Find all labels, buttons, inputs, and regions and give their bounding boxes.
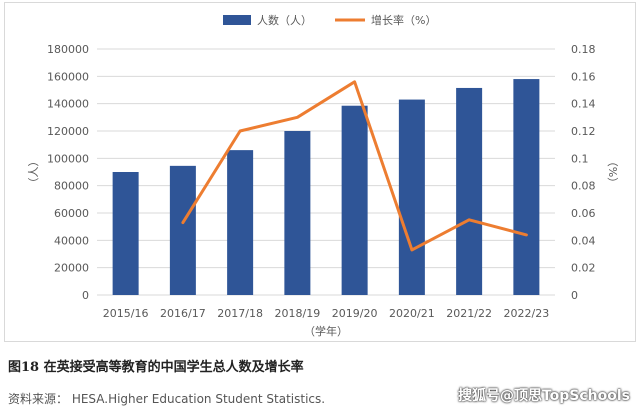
y2-tick-label: 0.04: [571, 234, 596, 247]
y-tick-label: 80000: [54, 180, 89, 193]
chart-frame: 0 20000 40000 60000 80000 100000 120000 140000 1…: [4, 2, 636, 342]
y2-tick-label: 0.08: [571, 180, 596, 193]
x-tick-label: 2016/17: [160, 307, 206, 320]
y-tick-label: 60000: [54, 207, 89, 220]
y2-tick-label: 0.18: [571, 43, 596, 56]
x-tick-label: 2019/20: [332, 307, 378, 320]
bar: [284, 131, 311, 295]
y-tick-label: 180000: [47, 43, 89, 56]
y2-tick-label: 0.14: [571, 98, 596, 111]
bar: [227, 150, 254, 295]
y-tick-label: 160000: [47, 70, 89, 83]
y2-axis-title: （%）: [606, 156, 619, 188]
x-tick-label: 2020/21: [389, 307, 435, 320]
x-axis-title: （学年）: [304, 324, 348, 338]
figure-caption: 图18 在英接受高等教育的中国学生总人数及增长率: [8, 360, 304, 375]
chart: 0 20000 40000 60000 80000 100000 120000 140000 1…: [27, 13, 619, 338]
x-tick-label: 2018/19: [275, 307, 321, 320]
y2-tick-label: 0.02: [571, 262, 596, 275]
x-tick-label: 2022/23: [504, 307, 550, 320]
y-axis-title: （人）: [27, 156, 40, 189]
y-tick-label: 20000: [54, 262, 89, 275]
y2-tick-label: 0.12: [571, 125, 596, 138]
watermark: 搜狐号@顶思TopSchools: [457, 388, 630, 404]
y2-tick-label: 0.16: [571, 70, 596, 83]
source-note: 资料来源： HESA.Higher Education Student Stat…: [8, 392, 326, 406]
y2-tick-label: 0.1: [571, 152, 589, 165]
bar: [513, 79, 540, 295]
legend-label: 增长率（%）: [371, 13, 436, 27]
x-tick-label: 2021/22: [446, 307, 492, 320]
bar: [112, 172, 139, 295]
x-tick-label: 2017/18: [217, 307, 263, 320]
y-tick-label: 120000: [47, 125, 89, 138]
y-tick-label: 40000: [54, 234, 89, 247]
growth-rate-line: [181, 80, 528, 252]
y-tick-label: 100000: [47, 152, 89, 165]
bar: [341, 105, 368, 295]
x-tick-label: 2015/16: [103, 307, 149, 320]
bar: [456, 87, 483, 295]
legend-bar-swatch: [223, 15, 251, 25]
y2-tick-label: 0: [571, 289, 578, 302]
bar: [169, 165, 196, 295]
y-tick-label: 0: [82, 289, 89, 302]
y-tick-label: 140000: [47, 98, 89, 111]
y2-tick-label: 0.06: [571, 207, 596, 220]
legend-label: 人数（人）: [257, 14, 312, 27]
bar: [398, 99, 425, 295]
